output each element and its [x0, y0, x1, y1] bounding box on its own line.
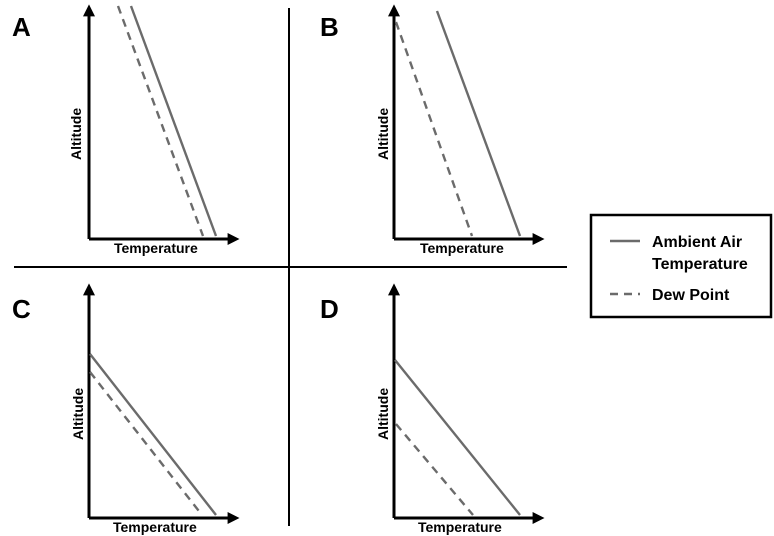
y-axis-label-d: Altitude [375, 388, 391, 440]
panel-label-a: A [12, 12, 31, 42]
ambient-line-b [435, 10, 522, 237]
panel-a: A Altitude Temperature [12, 4, 240, 256]
panel-label-d: D [320, 294, 339, 324]
legend-ambient-label-1: Ambient Air [652, 234, 742, 251]
y-axis-label-a: Altitude [68, 108, 84, 160]
ambient-line-a [129, 5, 218, 237]
legend-ambient-label-2: Temperature [652, 256, 748, 273]
dew-line-c [89, 371, 203, 516]
dew-line-a [116, 5, 205, 237]
ambient-line-c [89, 353, 217, 516]
x-axis-label-b: Temperature [420, 240, 504, 256]
x-axis-label-c: Temperature [113, 519, 197, 535]
ambient-line-d [394, 359, 521, 516]
x-axis-label-a: Temperature [114, 240, 198, 256]
panel-c: C Altitude Temperature [12, 283, 240, 535]
dew-line-b [394, 21, 474, 237]
panel-d: D Altitude Temperature [320, 283, 545, 535]
legend-box [589, 213, 773, 319]
x-axis-label-d: Temperature [418, 519, 502, 535]
dew-line-d [395, 423, 474, 516]
y-axis-label-b: Altitude [375, 108, 391, 160]
legend-dew-label: Dew Point [652, 287, 730, 304]
y-axis-label-c: Altitude [70, 388, 86, 440]
legend: Ambient Air Temperature Dew Point [589, 213, 773, 319]
panel-label-c: C [12, 294, 31, 324]
panel-label-b: B [320, 12, 339, 42]
panel-b: B Altitude Temperature [320, 4, 545, 256]
